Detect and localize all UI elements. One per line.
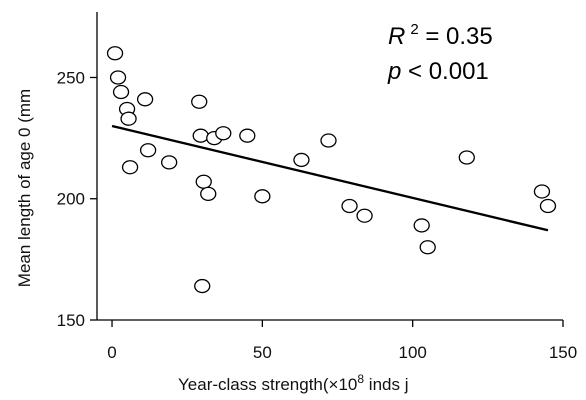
data-point — [191, 94, 208, 109]
x-axis-title: Year-class strength(×108 inds j — [178, 372, 409, 394]
y-tick-label: 200 — [57, 190, 85, 209]
data-point — [112, 84, 130, 100]
trend-line — [111, 124, 549, 232]
data-point — [320, 133, 337, 148]
data-point — [192, 128, 209, 143]
data-point — [293, 152, 310, 168]
data-point — [200, 186, 217, 202]
data-point — [109, 70, 127, 85]
data-point — [413, 218, 430, 233]
data-point — [254, 189, 271, 204]
data-points — [106, 46, 557, 294]
data-point — [136, 92, 154, 107]
data-point — [120, 111, 137, 126]
y-tick-label: 150 — [57, 311, 85, 330]
data-point — [341, 198, 358, 214]
x-tick-label: 150 — [549, 343, 577, 362]
data-point — [195, 174, 212, 189]
y-axis: 150 200 250 — [57, 12, 98, 330]
data-point — [161, 155, 178, 170]
y-axis-title: Mean length of age 0 (mm — [15, 89, 34, 287]
x-axis: 0 50 100 150 — [97, 319, 577, 362]
data-point — [356, 208, 373, 223]
data-point — [539, 198, 557, 214]
x-tick-label: 50 — [253, 343, 272, 362]
data-point — [419, 240, 436, 255]
p-value-annotation: p < 0.001 — [387, 58, 489, 85]
data-point — [139, 143, 157, 158]
data-point — [239, 128, 256, 143]
data-point — [458, 150, 475, 165]
data-point — [121, 160, 139, 175]
data-point — [194, 278, 211, 294]
x-tick-label: 100 — [398, 343, 426, 362]
data-point — [106, 46, 124, 61]
data-point — [533, 184, 551, 199]
y-tick-label: 250 — [57, 68, 85, 87]
data-point — [215, 126, 232, 141]
x-tick-label: 0 — [107, 343, 116, 362]
